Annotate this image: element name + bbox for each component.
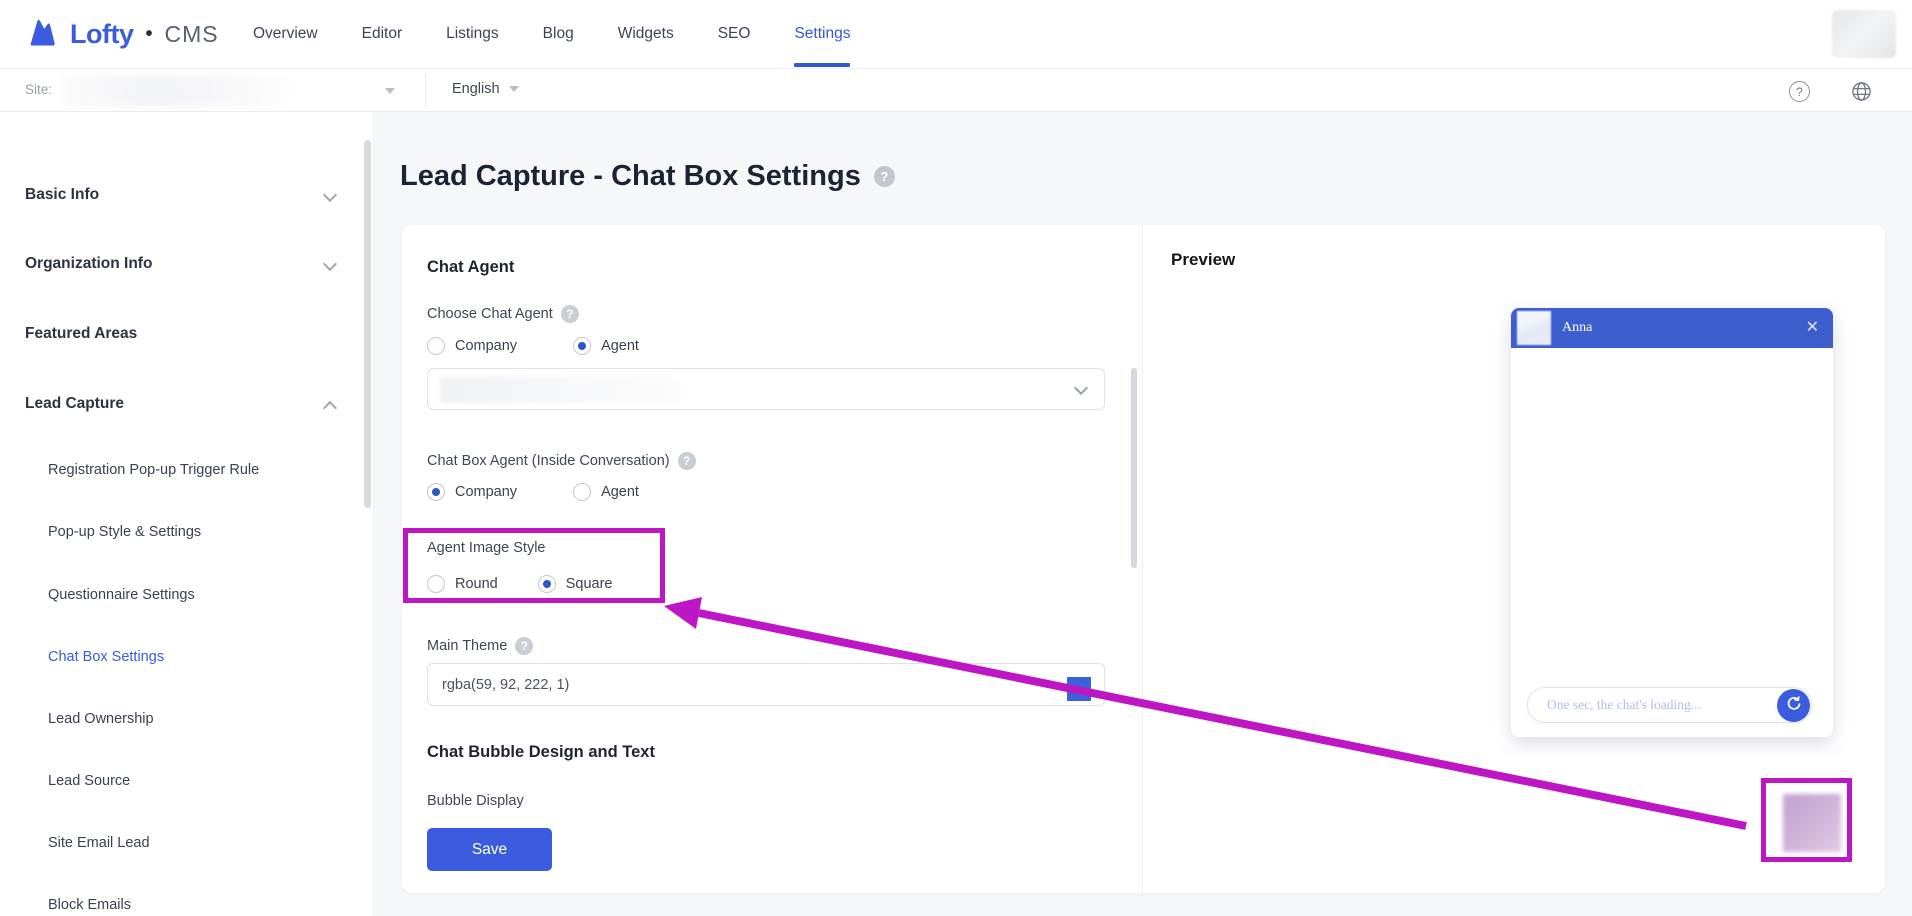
radio-company-label[interactable]: Company [455,484,518,500]
help-icon[interactable]: ? [1789,81,1810,102]
chevron-down-icon[interactable] [322,187,338,203]
nav-tab-overview[interactable]: Overview [253,25,318,42]
section-title-chat-bubble: Chat Bubble Design and Text [427,743,655,761]
site-label: Site: [25,82,53,97]
chat-message-input[interactable]: One sec, the chat's loading... [1527,687,1812,723]
close-icon[interactable]: ✕ [1805,319,1819,336]
brand-product: CMS [164,20,219,47]
radio-round-label[interactable]: Round [455,576,498,592]
help-icon[interactable]: ? [515,637,534,655]
brand-separator: • [145,22,153,45]
chat-box-agent-label: Chat Box Agent (Inside Conversation) ? [427,452,696,470]
chat-preview-header: Anna ✕ [1511,308,1833,348]
radio-company[interactable] [427,483,445,501]
radio-agent[interactable] [573,337,592,355]
brand: Lofty • CMS [24,0,219,68]
chat-agent-form-panel: Chat Agent Choose Chat Agent ? Company A… [402,225,1142,893]
chat-input-placeholder: One sec, the chat's loading... [1547,697,1701,712]
radio-square-label[interactable]: Square [565,576,613,592]
sidebar-item-featured-areas[interactable]: Featured Areas [25,325,138,342]
sidebar-item-popup-style-settings[interactable]: Pop-up Style & Settings [48,524,202,540]
sidebar-item-lead-ownership[interactable]: Lead Ownership [48,711,154,727]
radio-company-label[interactable]: Company [455,338,518,354]
highlight-box [1761,778,1852,862]
help-icon[interactable]: ? [677,452,696,470]
radio-company[interactable] [427,337,445,355]
language-selector[interactable]: English [452,81,519,97]
chevron-down-icon [1073,380,1089,396]
sidebar-item-organization-info[interactable]: Organization Info [25,255,153,272]
save-button[interactable]: Save [427,828,552,871]
radio-square[interactable] [537,575,556,593]
nav-tab-blog[interactable]: Blog [542,25,574,42]
sidebar-item-lead-source[interactable]: Lead Source [48,773,131,789]
sidebar-item-block-emails[interactable]: Block Emails [48,897,131,913]
settings-sidebar: Basic Info Organization Info Featured Ar… [0,112,374,916]
chat-box-settings-card: Chat Agent Choose Chat Agent ? Company A… [402,225,1885,893]
nav-tab-listings[interactable]: Listings [446,25,499,42]
agent-image-style-label: Agent Image Style [427,540,546,556]
highlight-box [403,528,665,603]
reload-button[interactable] [1777,689,1810,722]
caret-down-icon [508,86,519,92]
agent-select-value-blurred [440,377,680,403]
chat-bubble-avatar-preview [1783,794,1841,852]
lofty-logo-icon [24,14,60,55]
sidebar-item-registration-popup-trigger-rule[interactable]: Registration Pop-up Trigger Rule [48,462,260,478]
radio-agent[interactable] [573,483,592,501]
form-scrollbar[interactable] [1131,368,1137,568]
caret-down-icon[interactable] [385,88,395,94]
radio-round[interactable] [427,575,445,593]
sidebar-item-lead-capture[interactable]: Lead Capture [25,395,125,412]
color-swatch[interactable] [1067,677,1091,701]
page-title: Lead Capture - Chat Box Settings ? [400,160,895,193]
language-label: English [452,81,500,97]
main-theme-input[interactable] [427,663,1105,706]
agent-avatar [1517,311,1551,345]
agent-select-dropdown[interactable] [427,368,1105,410]
refresh-icon [1785,695,1803,716]
sidebar-item-questionnaire-settings[interactable]: Questionnaire Settings [48,587,195,603]
site-selector-bar: Site: English ? [0,68,1912,112]
preview-title: Preview [1171,250,1236,269]
help-icon[interactable]: ? [560,305,579,323]
radio-agent-label[interactable]: Agent [601,338,639,354]
divider [425,74,426,108]
agent-image-style-radio-group: Round Square [427,575,613,593]
nav-tab-settings[interactable]: Settings [794,0,851,68]
agent-name: Anna [1562,320,1593,335]
sidebar-item-basic-info[interactable]: Basic Info [25,186,100,203]
top-navigation-bar: Lofty • CMS Overview Editor Listings Blo… [0,0,1912,68]
chat-box-agent-radio-group: Company Agent [427,483,639,501]
choose-chat-agent-label: Choose Chat Agent ? [427,305,579,323]
preview-panel: Preview [1142,225,1885,893]
sidebar-item-chat-box-settings[interactable]: Chat Box Settings [48,649,165,665]
chevron-up-icon[interactable] [322,400,338,416]
nav-tab-seo[interactable]: SEO [717,25,751,42]
site-name-selector[interactable] [62,75,287,106]
brand-name: Lofty [70,18,134,49]
page-title-text: Lead Capture - Chat Box Settings [400,160,861,192]
nav-tab-editor[interactable]: Editor [361,25,403,42]
globe-icon[interactable] [1851,81,1872,107]
sidebar-scrollbar[interactable] [364,140,371,508]
user-avatar[interactable] [1832,10,1896,58]
radio-agent-label[interactable]: Agent [601,484,639,500]
main-theme-label: Main Theme ? [427,637,534,655]
section-title-chat-agent: Chat Agent [427,258,515,276]
bubble-display-label: Bubble Display [427,793,524,809]
main-nav: Overview Editor Listings Blog Widgets SE… [253,0,851,68]
nav-tab-widgets[interactable]: Widgets [617,25,674,42]
form-footer: Save [402,815,1142,893]
help-icon[interactable]: ? [873,166,895,187]
chat-box-preview: Anna ✕ One sec, the chat's loading... [1511,308,1833,737]
choose-chat-agent-radio-group: Company Agent [427,337,639,355]
chevron-down-icon[interactable] [322,256,338,272]
sidebar-item-site-email-lead[interactable]: Site Email Lead [48,835,150,851]
